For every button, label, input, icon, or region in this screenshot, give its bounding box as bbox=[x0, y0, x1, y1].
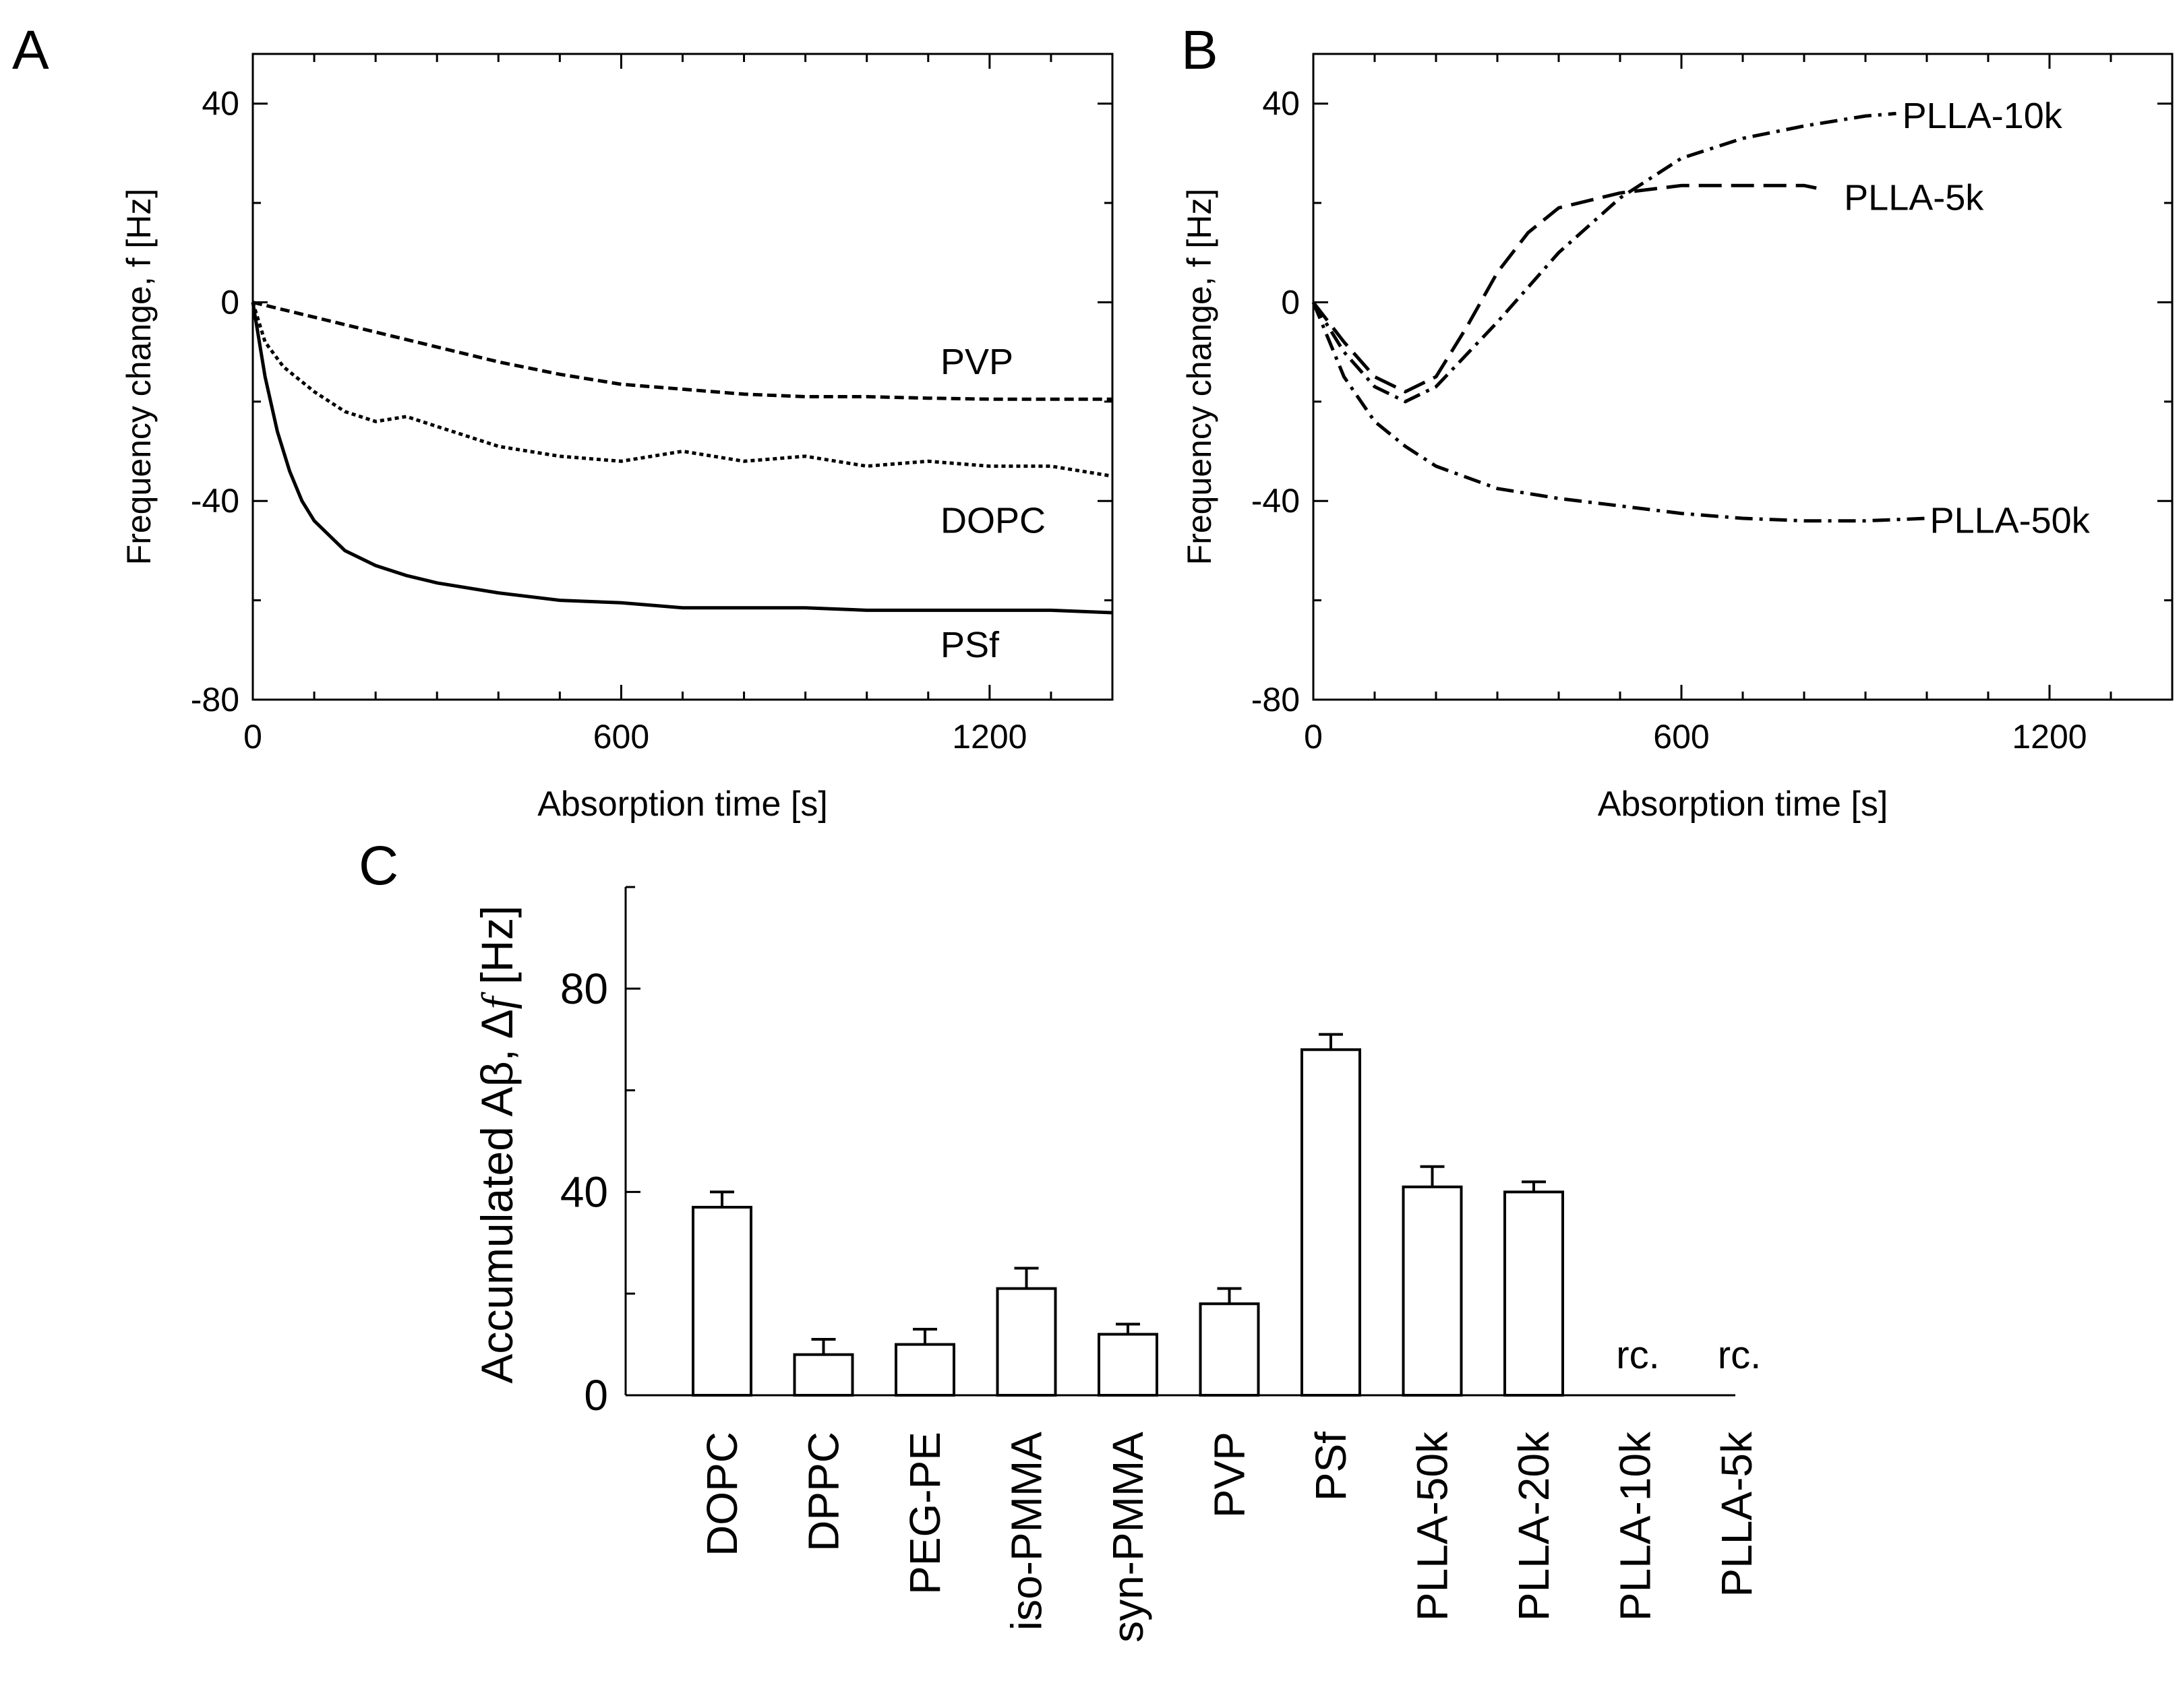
y-tick-label: -40 bbox=[191, 482, 239, 520]
y-tick-label: 40 bbox=[1262, 85, 1300, 123]
bar-syn-pmma bbox=[1098, 1333, 1158, 1397]
bar-dppc bbox=[793, 1353, 854, 1397]
bar-iso-pmma bbox=[996, 1287, 1057, 1397]
curve-label: PSf bbox=[940, 625, 1000, 665]
y-tick-label: 80 bbox=[560, 965, 608, 1013]
category-label: iso-PMMA bbox=[1003, 1432, 1051, 1630]
series-plla-10k bbox=[1311, 111, 1896, 404]
category-label: DPPC bbox=[800, 1432, 848, 1552]
category-label: PLLA-20k bbox=[1509, 1431, 1558, 1621]
bar-annotation: rc. bbox=[1616, 1333, 1659, 1377]
panel-c: 0 40 80 Accumulated Aβ, Δf [Hz] DOPC DPPC PEG-… bbox=[472, 886, 1761, 1643]
x-tick-label: 0 bbox=[1304, 718, 1323, 756]
y-axis-title: Frequency change, f [Hz] bbox=[120, 189, 158, 566]
bar-annotation: rc. bbox=[1718, 1333, 1761, 1377]
x-tick-label: 1200 bbox=[952, 718, 1027, 756]
x-tick-label: 0 bbox=[243, 718, 262, 756]
bar-pvp bbox=[1199, 1302, 1260, 1397]
bar-plla-20k bbox=[1503, 1190, 1564, 1397]
curve-label: DOPC bbox=[940, 501, 1046, 541]
y-axis-title-suffix: [Hz] bbox=[472, 905, 522, 997]
y-axis-title: Accumulated Aβ, Δf [Hz] bbox=[472, 905, 522, 1383]
curve-label: PLLA-50k bbox=[1930, 501, 2091, 541]
y-tick-label: -40 bbox=[1251, 482, 1300, 520]
y-tick-label: 40 bbox=[202, 85, 239, 123]
category-label: PLLA-50k bbox=[1408, 1431, 1457, 1621]
series-plla-5k bbox=[1312, 183, 1817, 394]
y-tick-label: 0 bbox=[584, 1371, 608, 1420]
y-tick-label: 0 bbox=[1281, 283, 1300, 321]
bar-peg-pe bbox=[895, 1343, 955, 1397]
y-tick-label: -80 bbox=[191, 681, 239, 719]
bar-dopc bbox=[692, 1206, 752, 1397]
curve-label: PLLA-10k bbox=[1903, 96, 2063, 136]
category-label: syn-PMMA bbox=[1104, 1432, 1152, 1643]
panel-letter-c: C bbox=[359, 835, 398, 896]
plot-frame bbox=[1312, 53, 2174, 701]
x-axis-title: Absorption time [s] bbox=[537, 785, 828, 824]
panel-a: 0 600 1200 40 0 -40 -80 Absorption time [s] Freq… bbox=[120, 53, 1114, 824]
x-axis-title: Absorption time [s] bbox=[1598, 785, 1888, 824]
series-plla-50k bbox=[1311, 301, 1927, 523]
bar-psf bbox=[1300, 1048, 1361, 1397]
series-pvp bbox=[252, 301, 1112, 401]
y-axis-title: Frequency change, f [Hz] bbox=[1180, 189, 1218, 566]
x-tick-label: 600 bbox=[593, 718, 649, 756]
x-tick-label: 1200 bbox=[2012, 718, 2087, 756]
panel-letter-b: B bbox=[1181, 20, 1218, 81]
panel-letter-a: A bbox=[12, 20, 49, 81]
category-label: PLLA-10k bbox=[1611, 1431, 1660, 1621]
x-tick-label: 600 bbox=[1653, 718, 1709, 756]
panel-b: 0 600 1200 40 0 -40 -80 Absorption time [s] Freq… bbox=[1180, 53, 2174, 824]
series-psf bbox=[251, 302, 1113, 615]
bar-plla-50k bbox=[1402, 1185, 1463, 1397]
category-label: PSf bbox=[1307, 1432, 1355, 1501]
category-label: DOPC bbox=[698, 1432, 746, 1556]
curve-label: PVP bbox=[940, 342, 1013, 382]
y-tick-label: -80 bbox=[1251, 681, 1300, 719]
y-axis-title-prefix: Accumulated Aβ, Δ bbox=[472, 1009, 522, 1383]
category-label: PLLA-5k bbox=[1712, 1431, 1761, 1597]
curve-label: PLLA-5k bbox=[1844, 178, 1984, 218]
category-label: PEG-PE bbox=[901, 1432, 949, 1595]
y-tick-label: 40 bbox=[560, 1167, 608, 1216]
category-label: PVP bbox=[1205, 1432, 1254, 1518]
y-tick-label: 0 bbox=[220, 283, 239, 321]
